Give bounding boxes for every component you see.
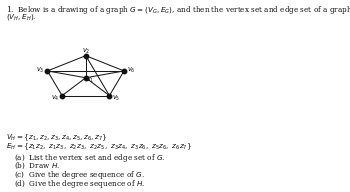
Text: $v_5$: $v_5$ xyxy=(112,94,121,103)
Text: (d)  Give the degree sequence of $H$.: (d) Give the degree sequence of $H$. xyxy=(14,178,145,190)
Text: (a)  List the vertex set and edge set of $G$.: (a) List the vertex set and edge set of … xyxy=(14,152,166,164)
Text: $v_3$: $v_3$ xyxy=(36,66,44,75)
Text: $E_H = \{z_1z_2,\ z_1z_3,\ z_2z_3,\ z_2z_5,\ z_3z_4,\ z_3z_6,\ z_5z_6,\ z_6z_7\}: $E_H = \{z_1z_2,\ z_1z_3,\ z_2z_3,\ z_2z… xyxy=(6,141,193,152)
Text: $v_4$: $v_4$ xyxy=(51,94,60,103)
Text: $v_2$: $v_2$ xyxy=(82,47,90,56)
Text: (c)  Give the degree sequence of $G$.: (c) Give the degree sequence of $G$. xyxy=(14,169,145,181)
Text: (b)  Draw $H$.: (b) Draw $H$. xyxy=(14,160,60,171)
Text: $v_1$: $v_1$ xyxy=(86,76,94,85)
Text: $V_H = \{z_1, z_2, z_3, z_4, z_5, z_6, z_7\}$: $V_H = \{z_1, z_2, z_3, z_4, z_5, z_6, z… xyxy=(6,132,107,143)
Text: $v_6$: $v_6$ xyxy=(127,66,136,75)
Text: $(V_H, E_H)$.: $(V_H, E_H)$. xyxy=(6,12,37,22)
Text: 1.  Below is a drawing of a graph $G = (V_G, E_G)$, and then the vertex set and : 1. Below is a drawing of a graph $G = (V… xyxy=(6,4,350,16)
